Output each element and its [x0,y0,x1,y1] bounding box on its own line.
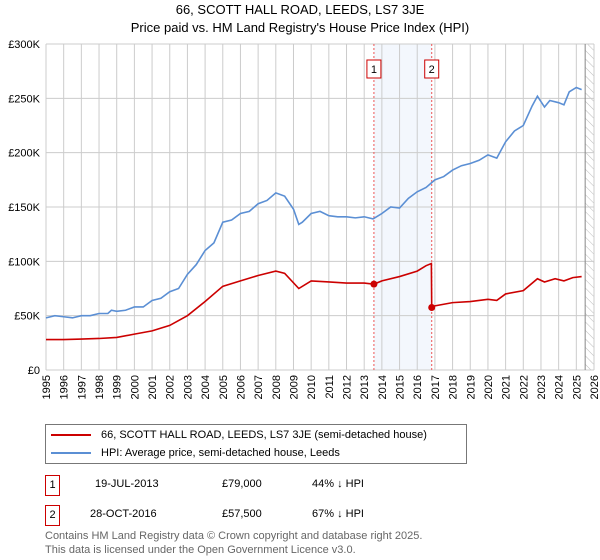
sale-label-box [366,59,382,79]
sale-date: 28-OCT-2016 [90,508,157,520]
sale-hpi-diff: 44% ↓ HPI [312,478,364,490]
sale-price: £79,000 [222,478,262,490]
x-tick-label: 2008 [271,375,283,399]
x-tick-label: 2011 [324,375,336,399]
x-tick-label: 2000 [129,375,141,399]
legend-item-hpi: HPI: Average price, semi-detached house,… [46,445,340,461]
sale-label: 2 [429,64,435,76]
legend-item-property: 66, SCOTT HALL ROAD, LEEDS, LS7 3JE (sem… [46,427,427,443]
x-tick-label: 2009 [288,375,300,399]
x-tick-label: 2013 [359,375,371,399]
x-tick-label: 2019 [465,375,477,399]
y-tick-label: £250K [8,93,40,105]
x-tick-label: 2002 [165,375,177,399]
x-tick-label: 2016 [412,375,424,399]
x-tick-label: 1998 [94,375,106,399]
x-tick-label: 1999 [112,375,124,399]
legend-label: HPI: Average price, semi-detached house,… [101,447,340,459]
sale-point [370,280,378,288]
y-tick-label: £0 [28,365,40,377]
sale-marker-badge: 2 [45,505,60,526]
x-tick-label: 2024 [554,375,566,399]
chart-area: 1995 1996 1997 1998 1999 2000 2001 2002 2003 2004… [8,39,600,399]
chart-title: 66, SCOTT HALL ROAD, LEEDS, LS7 3JE [175,2,425,17]
sale-label-box [424,59,440,79]
series-line [45,86,582,319]
x-tick-label: 1995 [41,375,53,399]
x-tick-label: 2017 [430,375,442,399]
y-tick-label: £150K [8,202,40,214]
x-tick-label: 2020 [483,375,495,399]
x-tick-label: 2012 [342,375,354,399]
legend-swatch-red [51,434,91,436]
x-tick-label: 2005 [218,375,230,399]
x-tick-label: 2021 [501,375,513,399]
legend-label: 66, SCOTT HALL ROAD, LEEDS, LS7 3JE (sem… [101,429,427,441]
legend: 66, SCOTT HALL ROAD, LEEDS, LS7 3JE (sem… [45,424,467,464]
sale-point [428,304,436,312]
x-tick-label: 2015 [395,375,407,399]
x-tick-label: 2023 [536,375,548,399]
x-tick-label: 1996 [59,375,71,399]
x-tick-label: 1997 [76,375,88,399]
sale-row: 2 28-OCT-2016 £57,500 67% ↓ HPI [45,505,445,526]
y-tick-label: £200K [8,148,40,160]
sale-row: 1 19-JUL-2013 £79,000 44% ↓ HPI [45,475,445,496]
x-tick-label: 2001 [147,375,159,399]
sale-marker-badge: 1 [45,475,60,496]
sale-price: £57,500 [222,508,262,520]
x-tick-label: 2004 [200,375,212,399]
x-tick-label: 2006 [235,375,247,399]
y-tick-label: £50K [14,311,40,323]
footer-licence: This data is licensed under the Open Gov… [45,544,356,556]
sale-date: 19-JUL-2013 [95,478,159,490]
x-tick-label: 2010 [306,375,318,399]
sale-hpi-diff: 67% ↓ HPI [312,508,364,520]
legend-swatch-blue [51,452,91,454]
x-tick-label: 2018 [448,375,460,399]
x-tick-label: 2022 [518,375,530,399]
x-tick-label: 2014 [377,375,389,399]
x-tick-label: 2026 [589,375,600,399]
series-line [46,262,582,341]
x-tick-label: 2003 [182,375,194,399]
y-tick-label: £300K [8,39,40,51]
sale-label: 1 [371,64,377,76]
y-tick-label: £100K [8,256,40,268]
chart-subtitle: Price paid vs. HM Land Registry's House … [130,20,470,35]
x-tick-label: 2007 [253,375,265,399]
footer-copyright: Contains HM Land Registry data © Crown c… [45,530,423,542]
x-tick-label: 2025 [571,375,583,399]
